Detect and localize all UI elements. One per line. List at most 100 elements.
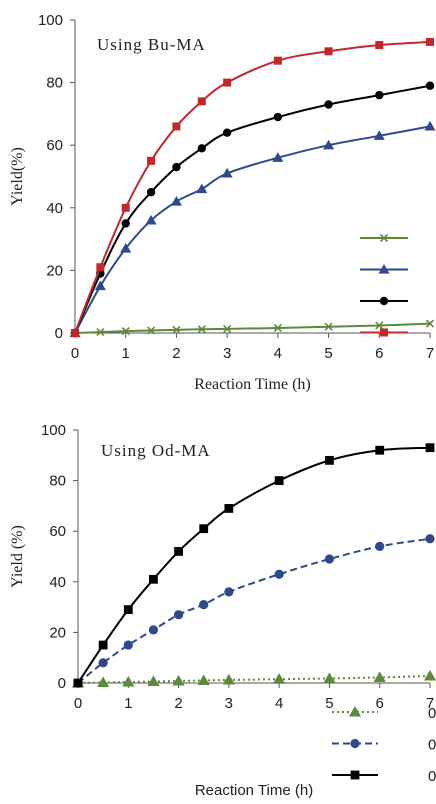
data-point [273,56,282,65]
legend-marker [348,705,362,717]
y-tick-label: 100 [38,12,63,29]
data-point [146,187,156,197]
data-point [375,445,385,455]
chart-title: Using Bu-MA [97,35,206,54]
data-point [98,640,108,650]
series-0.2eq [73,443,435,688]
data-point [197,144,206,153]
legend-marker [350,738,360,749]
data-point [324,554,335,564]
x-tick-label: 3 [223,345,231,362]
data-point [197,674,210,686]
legend-marker [350,770,360,780]
data-point [197,97,206,106]
data-point [147,156,156,165]
y-tick-label: 80 [46,75,63,92]
data-point [222,673,235,685]
data-point [121,327,130,336]
legend-marker [380,328,388,337]
chart-panel-2: 0 20 40 60 80 100 0 1 2 3 4 5 6 7 Reaction Time (h) Yie… [9,422,436,799]
x-tick-label: 0 [74,695,82,712]
legend-entry: 0.4eq [360,328,408,337]
data-point [375,90,384,100]
data-point [94,280,106,291]
data-point [172,122,181,131]
x-tick-label: 6 [376,695,384,712]
legend-entry: 0.0eq [332,705,436,722]
data-point [423,669,436,681]
data-point [98,658,108,668]
legend-label: 0.2eq [428,768,436,785]
series-line [74,125,431,334]
data-point [120,242,132,253]
data-point [273,323,282,333]
data-point [375,41,384,50]
data-point [173,610,184,620]
x-tick-label: 0 [71,345,79,362]
x-tick-label: 1 [124,695,132,712]
data-point [222,128,232,137]
x-tick-label: 7 [426,345,434,362]
data-point [199,524,209,534]
y-tick-label: 20 [46,262,63,279]
legend-label: 0.1eq [428,737,436,754]
data-point [96,327,105,337]
data-point [274,476,284,485]
legend-entry: 0.2eq [332,768,436,785]
legend-marker [379,296,389,306]
data-point [373,130,385,140]
data-point [425,319,435,328]
data-point [224,504,234,513]
data-point [324,100,333,109]
data-point [172,674,185,686]
y-axis-label: Yield (%) [9,525,26,588]
y-tick-label: 100 [41,422,66,439]
data-point [96,263,105,272]
data-point [273,112,283,122]
y-tick-label: 60 [49,523,66,540]
data-point [121,219,130,228]
x-tick-label: 1 [122,345,130,362]
x-tick-label: 2 [174,695,182,712]
data-point [424,120,436,131]
data-point [147,675,160,687]
legend-entry: 0.2eq [360,296,408,306]
data-point [123,605,133,615]
data-point [324,47,333,56]
x-tick-label: 6 [375,345,383,362]
data-point [172,162,181,172]
data-point [145,214,157,225]
data-point [221,167,233,178]
data-point [324,322,333,331]
legend-entry: 0.1eq [332,737,436,754]
y-tick-label: 40 [46,200,63,217]
data-point [274,569,284,579]
legend-entry: 0.1eq [360,264,408,274]
data-point [375,321,384,330]
y-tick-label: 60 [46,137,63,154]
y-tick-label: 40 [49,574,66,591]
y-tick-label: 0 [55,325,63,342]
data-point [170,196,182,206]
data-point [174,547,183,556]
y-tick-label: 0 [58,675,66,692]
data-point [373,671,386,682]
data-point [223,78,232,87]
x-axis-label: Reaction Time (h) [194,376,310,393]
data-point [172,325,181,334]
series-0.4eq [71,37,434,337]
legend-entry: 0.0eq [360,233,408,243]
x-tick-label: 3 [225,695,233,712]
y-axis-label: Yield(%) [9,147,26,206]
data-point [323,139,335,150]
y-tick-label: 20 [49,624,66,641]
data-point [224,587,234,597]
legend-marker [378,264,390,274]
data-point [73,678,83,688]
series-0.0eq [71,669,436,688]
data-point [97,676,110,688]
series-0.1eq [69,120,436,338]
x-tick-label: 4 [275,695,283,712]
data-point [425,534,435,544]
data-point [71,329,79,337]
